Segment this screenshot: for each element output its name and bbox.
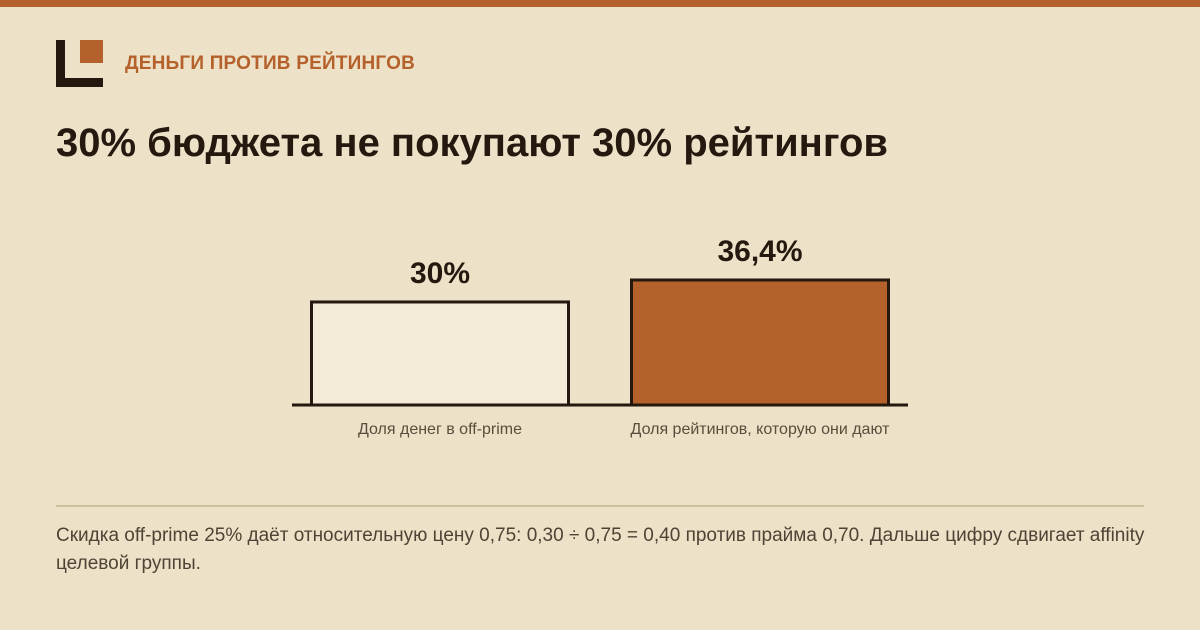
chart-headline: 30% бюджета не покупают 30% рейтингов xyxy=(56,121,888,165)
footnote-divider xyxy=(56,505,1144,507)
footnote-text: Скидка off-prime 25% даёт относительную … xyxy=(56,525,1145,574)
bar-2 xyxy=(630,278,890,407)
top-accent-bar xyxy=(0,0,1200,7)
bar-value-label-2: 36,4% xyxy=(717,235,802,268)
brand-logo-icon xyxy=(56,40,103,87)
bar-1 xyxy=(310,300,570,407)
section-kicker: ДЕНЬГИ ПРОТИВ РЕЙТИНГОВ xyxy=(125,53,416,74)
bar-value-label-1: 30% xyxy=(410,257,470,290)
category-label-1: Доля денег в off-prime xyxy=(358,421,522,438)
category-label-2: Доля рейтингов, которую они дают xyxy=(631,421,891,438)
